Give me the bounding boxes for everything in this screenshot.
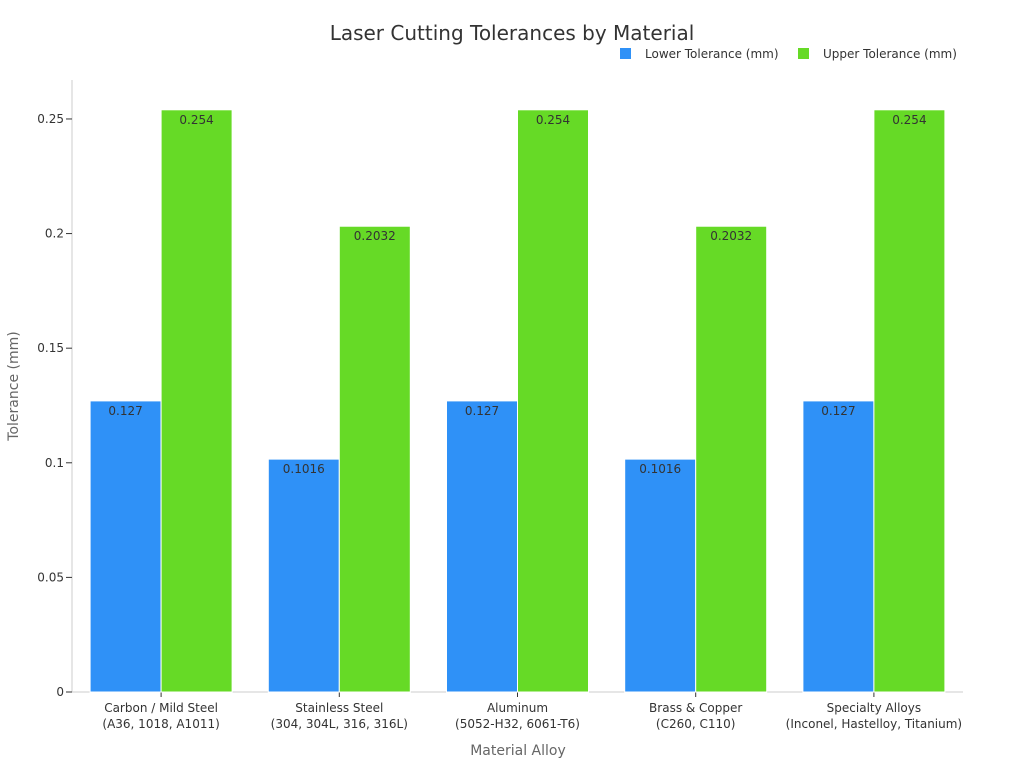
x-tick-label: Stainless Steel (304, 304L, 316, 316L): [271, 701, 408, 731]
x-tick-label: Brass & Copper (C260, C110): [649, 701, 742, 731]
x-tick-label: Aluminum (5052-H32, 6061-T6): [455, 701, 580, 731]
upper-tolerance-bar: [695, 225, 768, 693]
data-label: 0.2032: [710, 229, 752, 243]
data-label: 0.2032: [354, 229, 396, 243]
data-label: 0.127: [465, 404, 499, 418]
x-tick-label: Carbon / Mild Steel (A36, 1018, A1011): [102, 701, 219, 731]
x-axis: Carbon / Mild Steel (A36, 1018, A1011) Sta…: [72, 691, 963, 731]
y-tick-label: 0.25: [37, 112, 64, 126]
y-tick-label: 0.1: [45, 456, 64, 470]
y-tick-label: 0.15: [37, 341, 64, 355]
data-label: 0.127: [821, 404, 855, 418]
chart-title: Laser Cutting Tolerances by Material: [330, 21, 695, 45]
y-tick-label: 0.05: [37, 570, 64, 584]
y-axis: 0 0.05 0.1 0.15 0.2 0.25: [37, 80, 73, 699]
data-label: 0.254: [536, 113, 570, 127]
legend-label: Lower Tolerance (mm): [645, 47, 779, 61]
legend-swatch: [620, 48, 631, 59]
legend-label: Upper Tolerance (mm): [823, 47, 957, 61]
lower-tolerance-bar: [89, 400, 162, 693]
y-tick-label: 0: [56, 685, 64, 699]
x-tick-label: Specialty Alloys (Inconel, Hastelloy, Tit…: [786, 701, 962, 731]
legend-swatch: [798, 48, 809, 59]
upper-tolerance-bar: [873, 109, 946, 693]
data-label: 0.1016: [283, 462, 325, 476]
lower-tolerance-bar: [446, 400, 518, 693]
data-label: 0.254: [179, 113, 213, 127]
upper-tolerance-bar: [338, 225, 411, 693]
y-tick-label: 0.2: [45, 227, 64, 241]
lower-tolerance-bar: [267, 458, 340, 693]
bars-layer: [89, 109, 946, 693]
data-labels-layer: 0.127 0.254 0.1016 0.2032 0.127 0.254 0.1016 0.…: [108, 113, 926, 476]
data-label: 0.254: [892, 113, 926, 127]
lower-tolerance-bar: [802, 400, 875, 693]
legend-item: Upper Tolerance (mm): [798, 47, 957, 61]
data-label: 0.127: [108, 404, 142, 418]
upper-tolerance-bar: [517, 109, 589, 693]
x-axis-title: Material Alloy: [470, 743, 566, 759]
lower-tolerance-bar: [624, 458, 697, 693]
data-label: 0.1016: [639, 462, 681, 476]
y-axis-title: Tolerance (mm): [6, 331, 22, 441]
upper-tolerance-bar: [160, 109, 233, 693]
legend: Lower Tolerance (mm) Upper Tolerance (mm): [620, 47, 957, 61]
legend-item: Lower Tolerance (mm): [620, 47, 779, 61]
